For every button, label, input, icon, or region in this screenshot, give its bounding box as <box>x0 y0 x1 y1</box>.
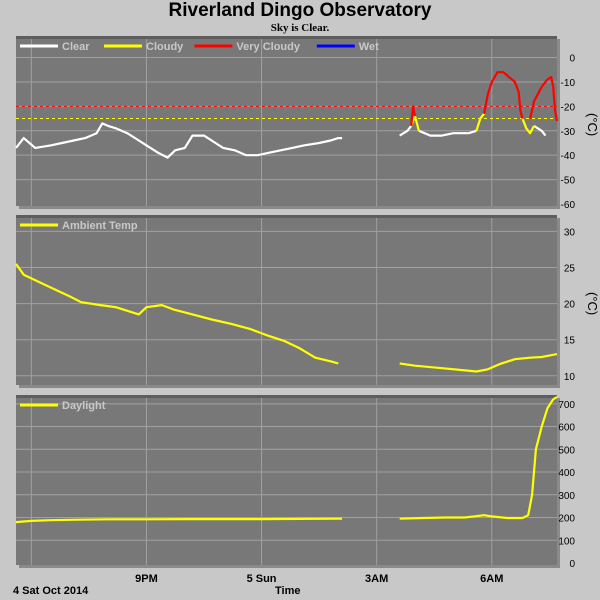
x-tick-label: 9PM <box>135 573 158 585</box>
y-tick-label: 700 <box>558 400 575 411</box>
x-tick-label: 5 Sun <box>247 573 277 585</box>
y-tick-label: -20 <box>561 102 576 113</box>
y-tick-label: -60 <box>561 200 576 211</box>
chart-panel-1: Clear Cloudy Very Cloudy Wet 0 -10 -20 -30 -40 -5… <box>15 36 600 211</box>
series-line-ambient-temp <box>15 263 339 365</box>
y-tick-label: -30 <box>561 127 576 138</box>
x-tick-label: 3AM <box>365 573 388 585</box>
x-axis-label: Time <box>275 585 301 597</box>
panel-background <box>16 36 557 206</box>
panel-background <box>16 395 557 565</box>
y-tick-label: 30 <box>564 227 576 238</box>
y-tick-label: 10 <box>564 372 576 383</box>
panel-top-band <box>16 36 557 39</box>
page-title: Riverland Dingo Observatory <box>168 0 432 21</box>
panel-top-band <box>16 215 557 218</box>
legend-label: Ambient Temp <box>62 220 138 232</box>
series-line-clear <box>533 124 547 137</box>
y-tick-label: 25 <box>564 264 576 275</box>
series-line-very-cloudy <box>410 105 417 127</box>
y-tick-label: 15 <box>564 336 576 347</box>
panel-top-band <box>16 395 557 398</box>
y-tick-label: -40 <box>561 151 576 162</box>
y-tick-label: 0 <box>569 559 575 570</box>
series-line-cloudy <box>475 113 485 132</box>
series-line-daylight <box>15 517 343 524</box>
series-line-clear <box>399 125 413 137</box>
series-line-cloudy <box>521 118 535 135</box>
page-subtitle: Sky is Clear. <box>270 22 330 34</box>
series-line-ambient-temp <box>399 353 558 373</box>
legend-label: Clear <box>62 41 90 53</box>
y-tick-label: 500 <box>558 445 575 456</box>
y-tick-label: 200 <box>558 514 575 525</box>
y-tick-label: 300 <box>558 491 575 502</box>
y-tick-label: -10 <box>561 78 576 89</box>
y-tick-label: 20 <box>564 300 576 311</box>
y-tick-label: 600 <box>558 423 575 434</box>
chart-date: 4 Sat Oct 2014 <box>13 585 89 597</box>
chart-panel-3: Daylight 700 600 500 400 300 200 100 0 <box>15 395 575 570</box>
legend-label: Wet <box>359 41 379 53</box>
y-axis-unit: (°C) <box>585 113 600 136</box>
y-tick-label: -50 <box>561 176 576 187</box>
x-tick-label: 6AM <box>480 573 503 585</box>
series-line-clear <box>418 129 477 137</box>
series-line-very-cloudy <box>529 75 559 122</box>
y-axis-unit: (°C) <box>585 292 600 315</box>
legend-label: Daylight <box>62 400 106 412</box>
series-line-daylight <box>399 396 558 520</box>
series-line-very-cloudy <box>483 71 524 119</box>
y-tick-label: 400 <box>558 468 575 479</box>
legend-label: Cloudy <box>146 41 184 53</box>
panel-background <box>16 215 557 385</box>
series-line-clear <box>15 122 343 159</box>
y-tick-label: 0 <box>569 54 575 65</box>
legend-label: Very Cloudy <box>236 41 300 53</box>
y-tick-label: 100 <box>558 536 575 547</box>
chart-panel-2: Ambient Temp 30 25 20 15 10 (°C) <box>15 215 600 388</box>
